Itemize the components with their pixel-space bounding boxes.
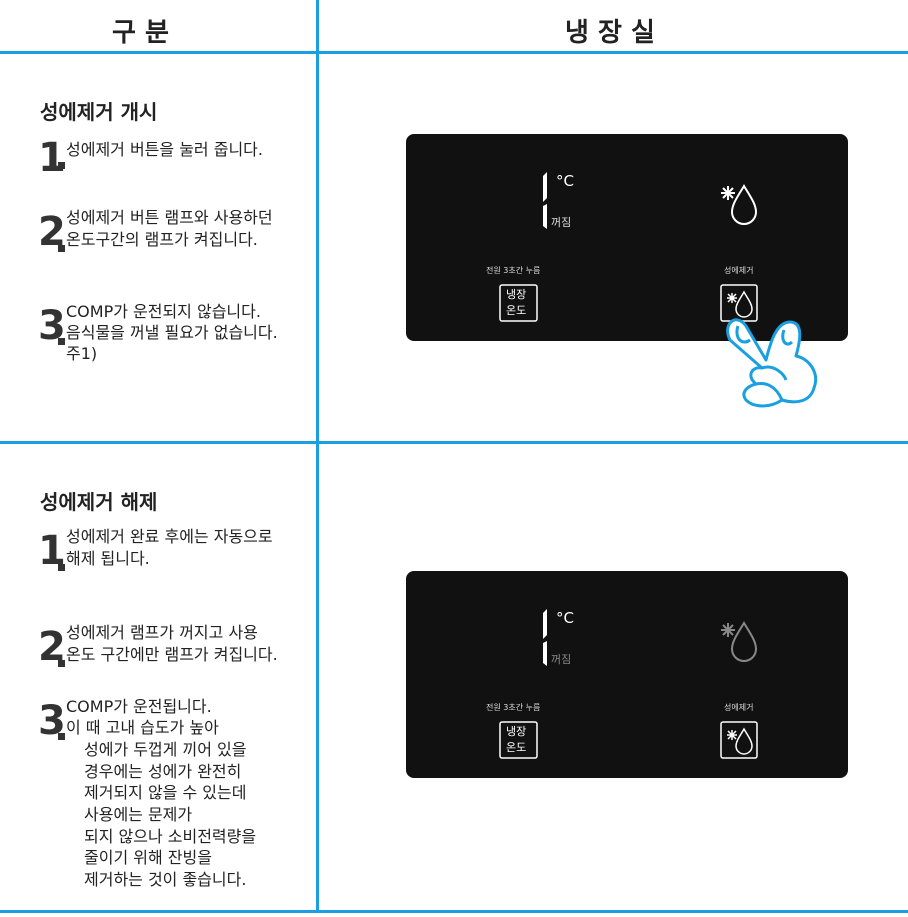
section-title: 성에제거 개시 (40, 100, 158, 124)
step-text: 제거하는 것이 좋습니다. (84, 870, 247, 889)
hold-label: 전원 3초간 누름 (486, 703, 541, 712)
step-text: COMP가 운전되지 않습니다. (66, 302, 261, 321)
step-marker (58, 162, 65, 169)
hold-label: 전원 3초간 누름 (486, 266, 541, 275)
step-text: 경우에는 성에가 완전히 (84, 762, 242, 781)
defrost-label: 성에제거 (724, 266, 754, 275)
defrost-label: 성에제거 (724, 703, 754, 712)
off-label: 꺼짐 (551, 653, 572, 666)
header-left: 구 분 (112, 18, 169, 48)
button-label: 냉장 (506, 288, 527, 301)
panel-graphics (499, 172, 758, 322)
step-marker (58, 245, 65, 252)
rule (0, 910, 908, 913)
step-number: 1 (38, 135, 66, 181)
hand-icon (726, 318, 817, 408)
step-text: 성에제거 램프가 꺼지고 사용 (66, 623, 258, 642)
column-divider (316, 0, 319, 913)
button-label: 냉장 (506, 725, 527, 738)
step-text: 성에가 두껍게 끼어 있을 (84, 740, 247, 759)
button-label: 온도 (506, 741, 527, 754)
step-text: 되지 않으나 소비전력량을 (84, 827, 257, 846)
step-text: 온도 구간에만 램프가 켜집니다. (66, 645, 278, 664)
button-label: 온도 (506, 304, 527, 317)
step-text: 온도구간의 램프가 켜집니다. (66, 230, 258, 249)
section-title: 성에제거 해제 (40, 490, 158, 514)
unit: °C (556, 609, 574, 627)
step-text: 성에제거 완료 후에는 자동으로 (66, 527, 273, 546)
rule (0, 441, 908, 444)
rule (0, 51, 908, 54)
step-text: 이 때 고내 습도가 높아 (66, 718, 219, 737)
step-text: 해제 됩니다. (66, 549, 150, 568)
step-text: COMP가 운전됩니다. (66, 697, 212, 716)
step-marker (58, 733, 65, 740)
step-text: 성에제거 버튼 램프와 사용하던 (66, 208, 273, 227)
step-text: 줄이기 위해 잔빙을 (84, 848, 212, 867)
step-marker (58, 564, 65, 571)
step-marker (58, 338, 65, 345)
step-text: 성에제거 버튼을 눌러 줍니다. (66, 140, 263, 159)
step-text: 주1) (66, 344, 98, 363)
step-text: 제거되지 않을 수 있는데 (84, 783, 247, 802)
off-label: 꺼짐 (551, 216, 572, 229)
step-text: 음식물을 꺼낼 필요가 없습니다. (66, 323, 278, 342)
panel-graphics (499, 609, 758, 759)
header-right: 냉 장 실 (565, 18, 655, 48)
unit: °C (556, 172, 574, 190)
step-marker (58, 660, 65, 667)
step-text: 사용에는 문제가 (84, 805, 193, 824)
